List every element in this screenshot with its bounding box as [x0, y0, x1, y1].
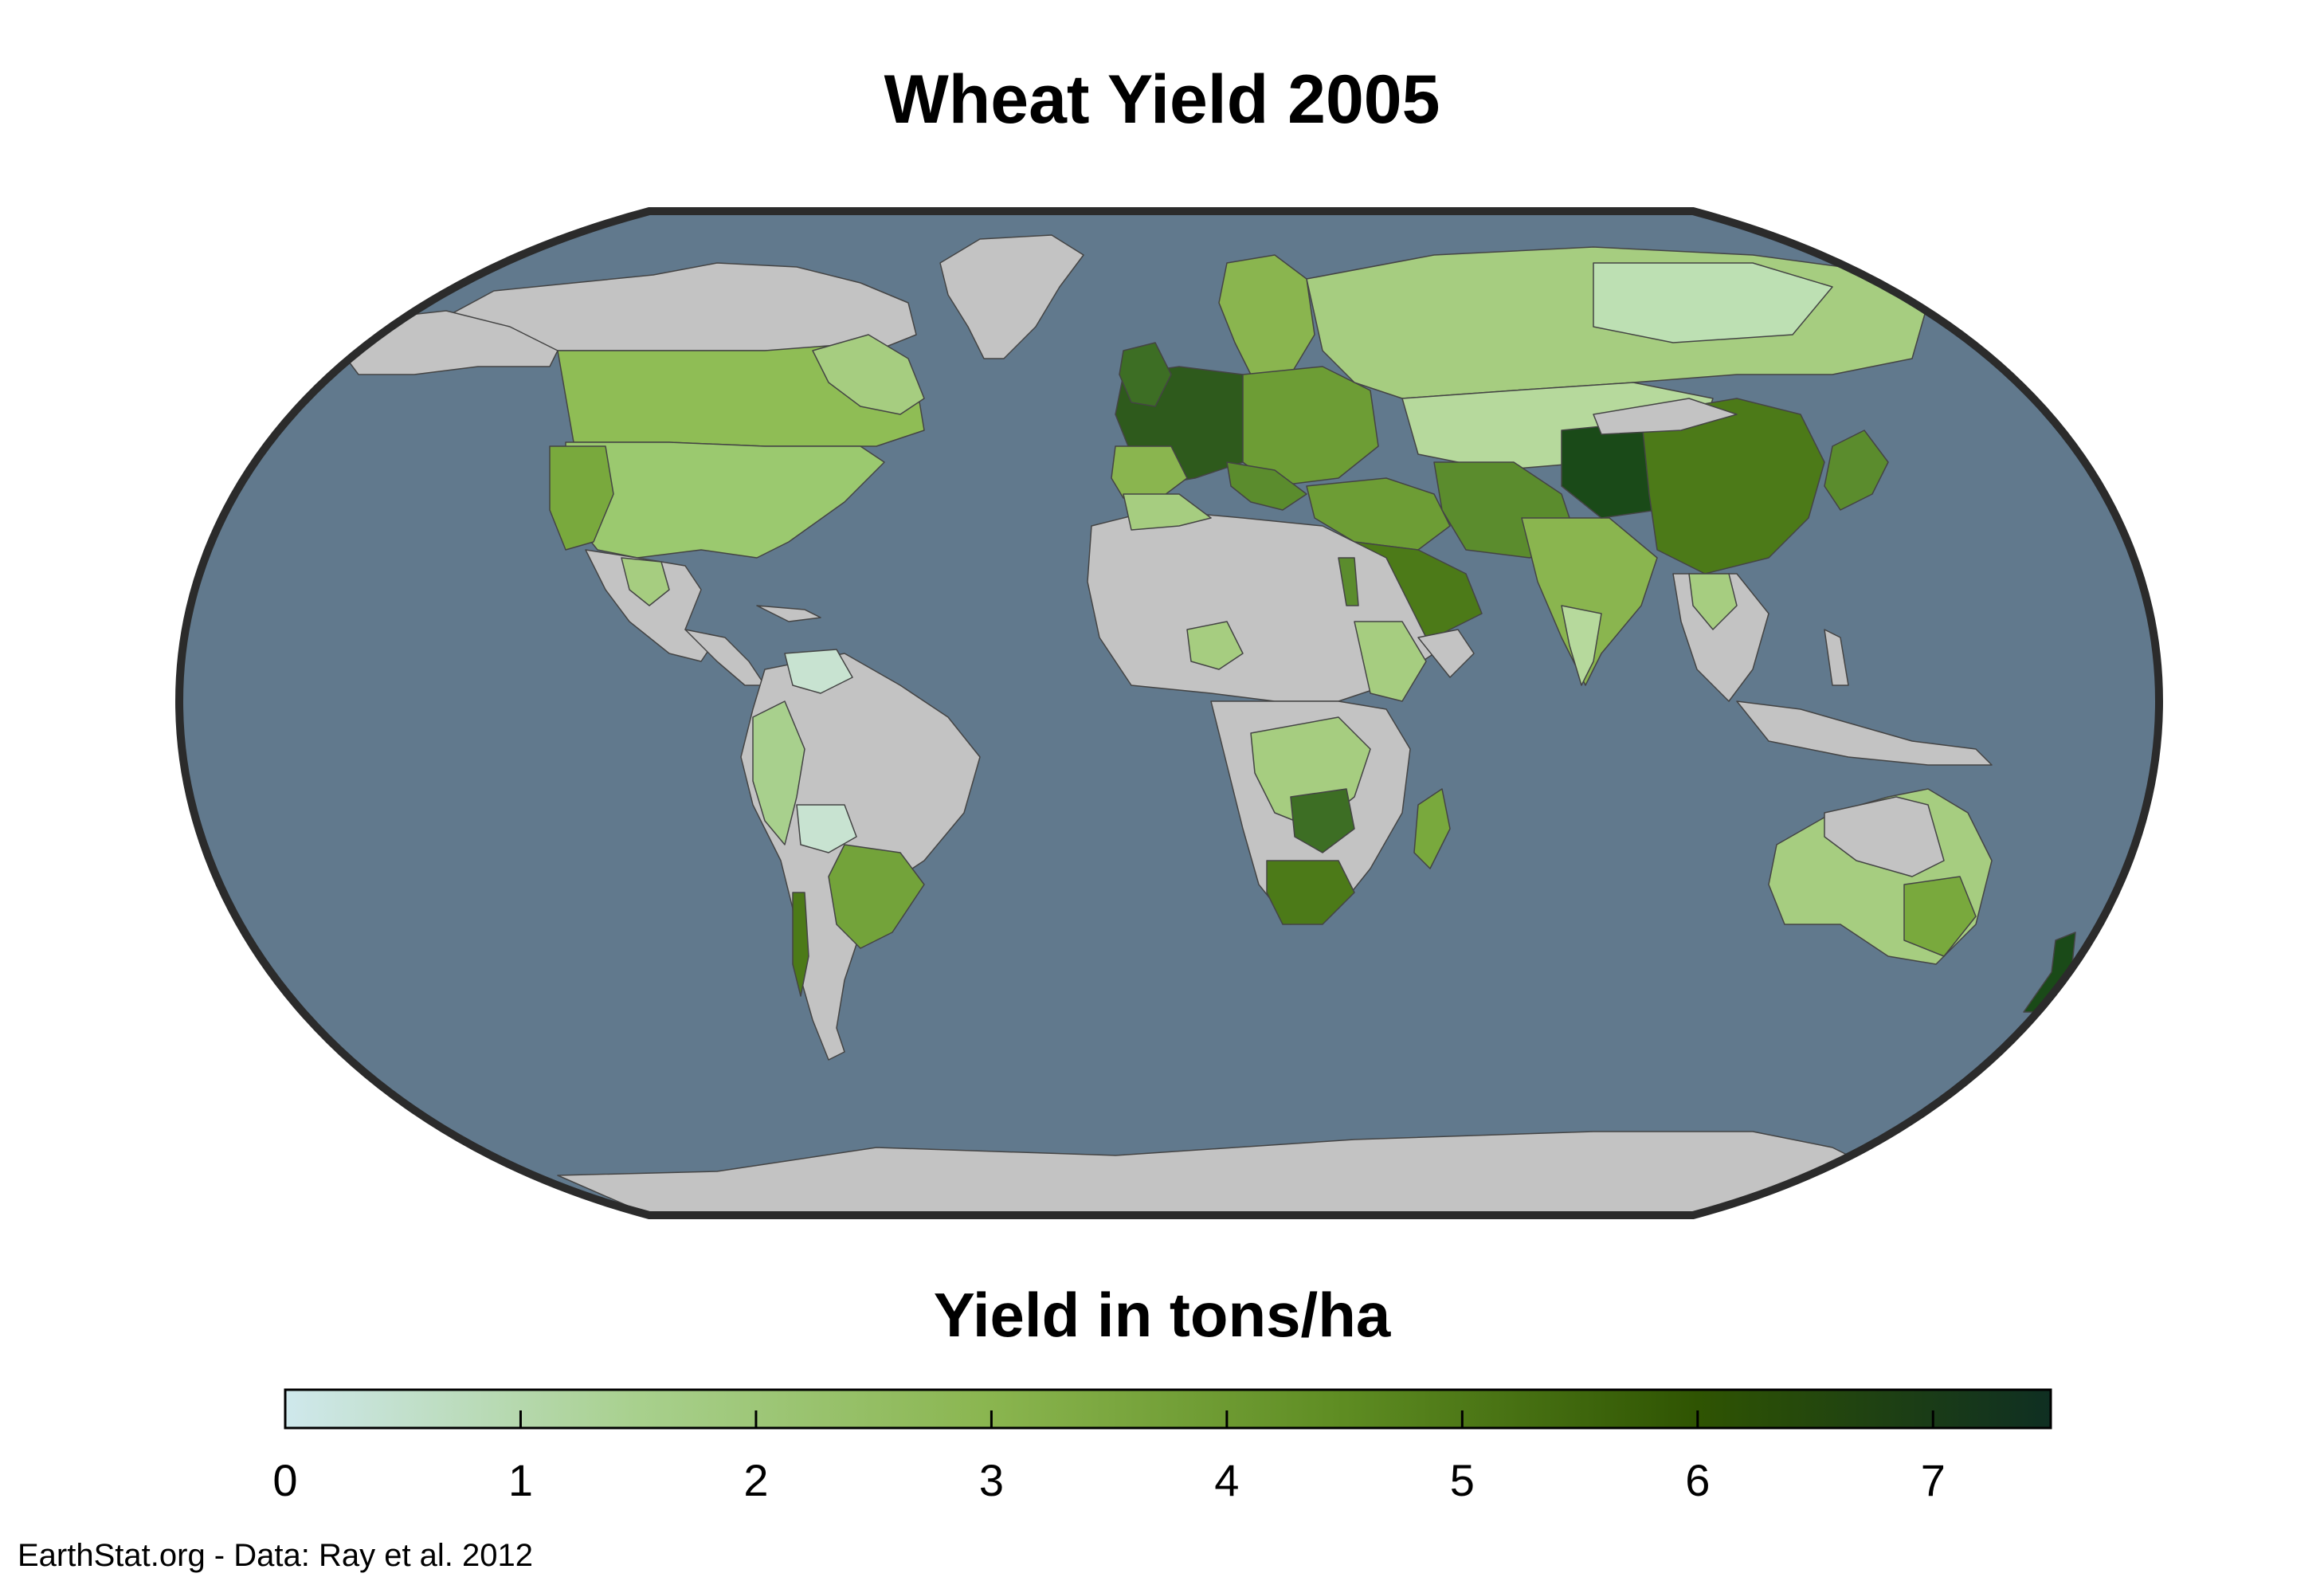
- bolivia: [796, 804, 857, 853]
- mongolia: [1593, 398, 1738, 435]
- horn-of-africa: [1417, 629, 1475, 678]
- egypt-nile: [1338, 557, 1359, 606]
- south-africa: [1266, 860, 1355, 925]
- china: [1640, 398, 1825, 575]
- colorbar-gradient: [284, 1388, 2052, 1430]
- andes-crops: [752, 700, 805, 845]
- colorbar-tick-label: 1: [508, 1455, 534, 1505]
- colorbar-tick-label: 3: [978, 1455, 1004, 1505]
- colorbar-tick-label: 4: [1214, 1455, 1240, 1505]
- madagascar: [1413, 788, 1451, 869]
- middle-east: [1306, 477, 1451, 551]
- india: [1521, 517, 1658, 686]
- colorbar-tick-label: 5: [1449, 1455, 1475, 1505]
- east-africa: [1354, 621, 1427, 702]
- uk-ireland: [1119, 342, 1172, 407]
- caribbean: [756, 605, 821, 622]
- source-credit: EarthStat.org - Data: Ray et al. 2012: [18, 1538, 534, 1573]
- usa: [565, 441, 885, 559]
- colorbar-ticks: [284, 1410, 1934, 1428]
- southern-cone: [828, 844, 925, 949]
- maghreb: [1123, 493, 1212, 531]
- zambia-zimbabwe: [1290, 788, 1355, 853]
- venezuela: [784, 649, 853, 694]
- antarctica: [557, 1131, 1897, 1215]
- colorbar-tick-label: 0: [272, 1455, 298, 1505]
- usa-west: [549, 445, 614, 551]
- siberia-north: [1593, 262, 1833, 343]
- colorbar-tick-label: 7: [1920, 1455, 1946, 1505]
- nigeria: [1186, 621, 1244, 670]
- colorbar-tick-label: 2: [743, 1455, 769, 1505]
- philippines: [1824, 629, 1849, 686]
- map-frame: [174, 207, 2164, 1219]
- colorbar-tick-label: 6: [1685, 1455, 1711, 1505]
- greenland: [939, 234, 1084, 359]
- italy-balkans: [1226, 461, 1307, 511]
- chile: [792, 892, 809, 997]
- legend-title: Yield in tons/ha: [933, 1280, 1391, 1350]
- canada-east: [812, 334, 925, 415]
- indonesia: [1736, 700, 1993, 766]
- india-south: [1561, 605, 1602, 686]
- southeast-asia-crops: [1688, 573, 1738, 630]
- australia-southeast: [1903, 876, 1977, 957]
- australia-interior: [1824, 796, 1945, 877]
- map-title: Wheat Yield 2005: [884, 61, 1440, 138]
- korea-japan: [1824, 430, 1889, 511]
- mexico-crops: [621, 557, 670, 606]
